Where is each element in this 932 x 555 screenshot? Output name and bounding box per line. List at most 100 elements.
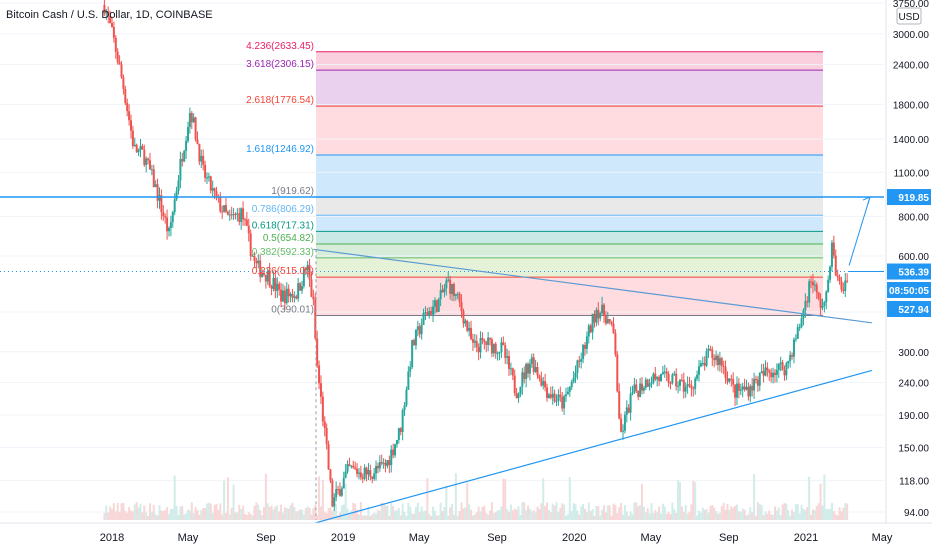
candle-body: [253, 255, 256, 261]
volume-bar: [534, 512, 537, 520]
candle-body: [640, 383, 643, 391]
fib-zone: [316, 70, 823, 107]
volume-bar: [532, 510, 535, 520]
volume-bar: [217, 509, 220, 520]
candle-body: [141, 146, 144, 150]
volume-bar: [819, 483, 822, 520]
drawing-lines[interactable]: [0, 196, 884, 525]
volume-bar: [274, 506, 277, 520]
candle-body: [739, 389, 742, 391]
volume-bar: [821, 505, 824, 520]
volume-bar: [542, 478, 545, 520]
volume-bar: [587, 502, 590, 520]
volume-bar: [840, 511, 843, 520]
volume-bar: [388, 515, 391, 520]
candle-body: [732, 379, 735, 385]
volume-bar: [141, 512, 144, 520]
volume-bar: [665, 513, 668, 520]
volume-bar: [395, 510, 398, 520]
candle-body: [183, 150, 186, 162]
candle-body: [846, 280, 849, 282]
candle-body: [637, 390, 640, 397]
candle-body: [276, 283, 279, 291]
candle-body: [318, 365, 321, 384]
candle-body: [547, 394, 550, 398]
volume-bar: [663, 506, 666, 520]
candle-body: [728, 378, 731, 382]
volume-bar: [798, 513, 801, 520]
candle-body: [466, 320, 469, 331]
candle-body: [300, 286, 303, 291]
volume-bar: [696, 515, 699, 520]
fib-zone: [316, 106, 823, 156]
volume-bar: [175, 505, 178, 520]
candle-body: [781, 362, 784, 371]
volume-bar: [150, 512, 153, 520]
volume-bar: [293, 507, 296, 520]
volume-bars: [103, 473, 849, 520]
volume-bar: [792, 512, 795, 520]
candle-body: [308, 264, 311, 280]
fibonacci-retracement[interactable]: [316, 51, 823, 317]
volume-bar: [743, 509, 746, 520]
volume-bar: [312, 508, 315, 520]
volume-bar: [452, 514, 455, 520]
volume-bar: [297, 511, 300, 520]
candle-body: [226, 211, 229, 215]
volume-bar: [264, 473, 267, 520]
volume-bar: [420, 506, 423, 520]
candle-body: [709, 348, 712, 350]
volume-bar: [454, 473, 457, 520]
volume-bar: [582, 503, 585, 520]
fib-level-label: 1(919.62): [271, 186, 314, 197]
price-tick-label: 1400.00: [893, 135, 930, 146]
candle-body: [392, 449, 395, 456]
candle-body: [285, 288, 288, 304]
candle-body: [297, 283, 300, 299]
volume-bar: [810, 514, 813, 520]
volume-bar: [319, 506, 322, 520]
candle-body: [376, 465, 379, 469]
candle-body: [544, 381, 547, 388]
volume-bar: [128, 507, 131, 520]
volume-bar: [794, 504, 797, 520]
candle-body: [384, 462, 387, 466]
candle-body: [430, 310, 433, 315]
volume-bar: [811, 509, 814, 520]
volume-bar: [162, 511, 165, 520]
fib-zone: [316, 257, 823, 278]
volume-bar: [716, 513, 719, 520]
candle-body: [606, 319, 609, 324]
volume-bar: [576, 510, 579, 520]
candle-body: [585, 336, 588, 349]
volume-bar: [781, 504, 784, 520]
candle-body: [810, 281, 813, 283]
volume-bar: [171, 508, 174, 520]
volume-bar: [226, 477, 229, 520]
volume-bar: [538, 509, 541, 520]
fib-level-label: 1.618(1246.92): [246, 144, 314, 155]
candle-body: [245, 219, 248, 226]
volume-bar: [659, 513, 662, 520]
volume-bar: [188, 510, 191, 520]
volume-bar: [390, 503, 393, 520]
volume-bar: [302, 514, 305, 520]
time-axis[interactable]: 2018 May Sep 2019 May Sep 2020 May Sep 2021 May: [0, 522, 932, 550]
candle-body: [413, 340, 416, 346]
candle-body: [536, 367, 539, 376]
volume-bar: [327, 508, 330, 520]
volume-bar: [435, 515, 438, 520]
volume-bar: [521, 502, 524, 520]
volume-bar: [451, 503, 454, 520]
volume-bar: [112, 503, 115, 520]
price-badge-label: 527.94: [898, 305, 929, 316]
candle-body: [720, 358, 723, 366]
candle-body: [489, 337, 492, 340]
candle-body: [272, 277, 275, 289]
candle-body: [456, 293, 459, 295]
price-axis[interactable]: 3750.00 3000.00 2400.00 1800.00 1400.00 1100.…: [885, 0, 932, 550]
candle-body: [815, 284, 818, 293]
volume-bar: [762, 515, 765, 520]
